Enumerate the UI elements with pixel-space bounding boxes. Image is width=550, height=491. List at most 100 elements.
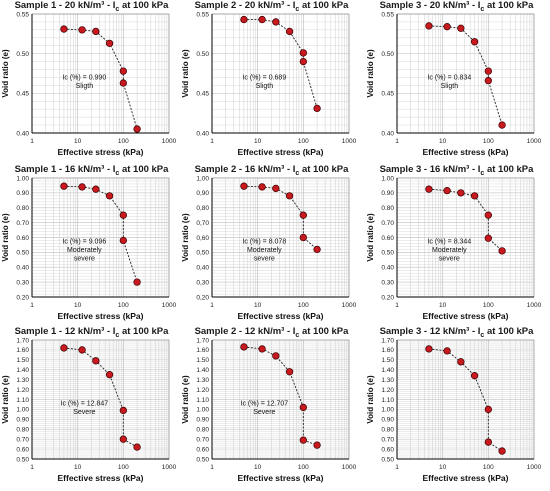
annotation-text: Ic (%) = 8.344 bbox=[427, 238, 471, 245]
data-point bbox=[119, 67, 127, 75]
grid-lines bbox=[396, 339, 535, 460]
annotation-text: Sligth bbox=[441, 83, 459, 90]
y-tick-label: 1.50 bbox=[16, 357, 29, 364]
x-tick-label: 10 bbox=[74, 138, 82, 145]
annotation-text: Ic (%) = 12.707 bbox=[241, 400, 289, 407]
y-tick-label: 1.60 bbox=[381, 347, 394, 354]
x-tick-label: 1 bbox=[395, 138, 399, 145]
y-tick-label: 1.70 bbox=[196, 337, 209, 344]
chart-panel-8: Sample 2 - 12 kN/m³ - Ic at 100 kPa 1 10 10… bbox=[180, 326, 363, 490]
y-tick-label: 1.10 bbox=[381, 397, 394, 404]
y-tick-label: 0.80 bbox=[381, 427, 394, 434]
x-axis-label: Effective stress (kPa) bbox=[238, 473, 324, 483]
x-tick-label: 100 bbox=[483, 138, 494, 145]
y-tick-label: 0.40 bbox=[16, 130, 29, 137]
data-point bbox=[457, 358, 465, 366]
data-point bbox=[285, 368, 294, 376]
x-tick-label: 100 bbox=[298, 464, 309, 471]
y-axis-label: Void ratio (e) bbox=[366, 213, 375, 262]
data-point bbox=[443, 23, 451, 31]
x-tick-label: 1 bbox=[30, 302, 34, 309]
x-tick-label: 10 bbox=[254, 464, 262, 471]
data-point bbox=[425, 185, 433, 193]
data-point bbox=[470, 38, 479, 46]
y-tick-label: 0.80 bbox=[16, 427, 29, 434]
x-tick-label: 10 bbox=[439, 464, 447, 471]
x-tick-label: 1000 bbox=[162, 302, 177, 309]
x-axis-label: Effective stress (kPa) bbox=[238, 311, 324, 321]
y-tick-label: 1.30 bbox=[16, 377, 29, 384]
grid-lines bbox=[211, 13, 350, 134]
y-tick-label: 1.20 bbox=[196, 387, 209, 394]
y-tick-label: 0.50 bbox=[196, 456, 209, 463]
data-point bbox=[470, 372, 479, 380]
x-tick-label: 1000 bbox=[342, 464, 357, 471]
grid-lines bbox=[31, 177, 170, 298]
x-axis-label: Effective stress (kPa) bbox=[423, 473, 509, 483]
y-tick-label: 1.40 bbox=[16, 367, 29, 374]
y-tick-label: 0.60 bbox=[381, 235, 394, 242]
annotation-text: Sligth bbox=[256, 83, 274, 90]
y-tick-label: 0.50 bbox=[381, 250, 394, 257]
chart-svg: 1 10 100 1000 0.40 0.45 0.50 0.55 Effective stre… bbox=[181, 11, 357, 157]
chart-title: Sample 3 - 12 kN/m³ - Ic at 100 kPa bbox=[379, 326, 534, 339]
data-point bbox=[498, 447, 506, 455]
y-tick-label: 0.90 bbox=[16, 417, 29, 424]
y-tick-label: 1.10 bbox=[196, 397, 209, 404]
x-tick-label: 100 bbox=[118, 464, 129, 471]
chart-title: Sample 3 - 20 kN/m³ - Ic at 100 kPa bbox=[379, 0, 534, 13]
annotation-text: Severe bbox=[253, 409, 275, 416]
y-tick-label: 0.45 bbox=[381, 91, 394, 98]
data-point bbox=[285, 192, 294, 200]
data-point bbox=[484, 211, 492, 219]
chart-panel-6: Sample 3 - 16 kN/m³ - Ic at 100 kPa 1 10 10… bbox=[365, 164, 548, 328]
y-axis-label: Void ratio (e) bbox=[1, 213, 10, 262]
y-axis-label: Void ratio (e) bbox=[366, 49, 375, 98]
data-point bbox=[133, 443, 141, 451]
data-point bbox=[240, 182, 248, 190]
y-axis-label: Void ratio (e) bbox=[1, 49, 10, 98]
x-tick-label: 1 bbox=[30, 138, 34, 145]
chart-panel-3: Sample 3 - 20 kN/m³ - Ic at 100 kPa 1 10 10… bbox=[365, 0, 548, 164]
data-point bbox=[105, 39, 114, 48]
grid-lines bbox=[31, 339, 170, 460]
annotation-text: severe bbox=[439, 255, 460, 262]
y-tick-label: 0.30 bbox=[16, 279, 29, 286]
annotation-text: Ic (%) = 0.990 bbox=[62, 74, 106, 81]
data-point bbox=[60, 25, 68, 33]
data-point bbox=[258, 183, 266, 191]
y-tick-label: 0.80 bbox=[16, 205, 29, 212]
y-tick-label: 0.90 bbox=[196, 417, 209, 424]
data-point bbox=[240, 343, 248, 351]
data-point bbox=[285, 27, 294, 36]
chart-panel-7: Sample 1 - 12 kN/m³ - Ic at 100 kPa 1 10 10… bbox=[0, 326, 183, 490]
y-tick-label: 0.40 bbox=[381, 130, 394, 137]
y-tick-label: 0,30 bbox=[196, 279, 209, 286]
data-point bbox=[313, 104, 321, 113]
data-point bbox=[60, 344, 68, 352]
x-tick-label: 1000 bbox=[162, 464, 177, 471]
data-point bbox=[498, 121, 506, 129]
y-tick-label: 1.60 bbox=[16, 347, 29, 354]
data-point bbox=[457, 189, 465, 197]
y-tick-label: 1.50 bbox=[196, 357, 209, 364]
x-tick-label: 1000 bbox=[162, 138, 177, 145]
y-tick-label: 1.60 bbox=[196, 347, 209, 354]
data-point bbox=[299, 436, 307, 444]
chart-svg: 1 10 100 1000 0.20 0.30 0.40 0.50 0.60 0.70 0.80 0.… bbox=[1, 175, 177, 321]
y-tick-label: 0.50 bbox=[16, 456, 29, 463]
data-point bbox=[425, 345, 433, 353]
data-point bbox=[299, 403, 307, 412]
data-point bbox=[484, 67, 492, 75]
chart-title: Sample 2 - 12 kN/m³ - Ic at 100 kPa bbox=[194, 326, 349, 339]
data-point bbox=[425, 22, 433, 30]
data-point bbox=[119, 406, 127, 415]
x-tick-label: 100 bbox=[483, 302, 494, 309]
x-tick-label: 1 bbox=[210, 138, 214, 145]
data-point bbox=[484, 234, 492, 242]
x-tick-label: 1000 bbox=[527, 464, 542, 471]
y-tick-label: 0.55 bbox=[381, 11, 394, 18]
y-tick-label: 0.45 bbox=[196, 91, 209, 98]
annotation-text: Ic (%) = 0.689 bbox=[242, 74, 286, 81]
